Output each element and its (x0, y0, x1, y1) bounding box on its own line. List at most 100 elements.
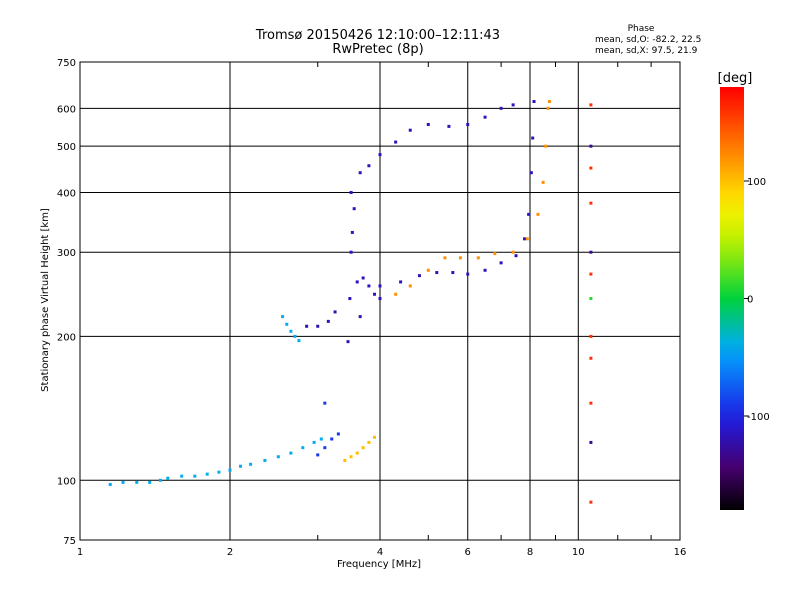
echo-point (323, 401, 327, 405)
echo-point (547, 100, 551, 104)
echo-point (158, 478, 162, 482)
echo-point (305, 324, 309, 328)
echo-point (355, 280, 359, 284)
echo-point (514, 254, 518, 258)
echo-point (378, 284, 382, 288)
echo-point (529, 171, 533, 175)
echo-point (511, 250, 515, 254)
echo-point (285, 322, 289, 326)
echo-point (297, 339, 301, 343)
echo-point (301, 446, 305, 450)
echo-point (589, 334, 593, 338)
y-tick-label: 600 (57, 104, 76, 115)
echo-point (589, 166, 593, 170)
echo-point (343, 458, 347, 462)
colorbar-tick-label: 100 (747, 177, 766, 188)
echo-point (121, 480, 125, 484)
x-tick-label: 10 (572, 547, 585, 558)
echo-point (525, 237, 529, 241)
echo-point (499, 106, 503, 110)
echo-point (408, 128, 412, 132)
x-tick-label: 8 (527, 547, 533, 558)
echo-point (361, 276, 365, 280)
echo-point (373, 435, 377, 439)
echo-point (493, 252, 497, 256)
y-tick-label: 500 (57, 142, 76, 153)
echo-point (451, 271, 455, 275)
echo-point (349, 455, 353, 459)
chart-title: Tromsø 20150426 12:10:00–12:11:43 (255, 28, 500, 43)
echo-point (346, 340, 350, 344)
x-tick-label: 1 (77, 547, 83, 558)
echo-point (499, 261, 503, 265)
echo-point (511, 103, 515, 107)
echo-point (323, 446, 327, 450)
echo-point (589, 440, 593, 444)
echo-point (373, 292, 377, 296)
echo-point (589, 201, 593, 205)
echo-point (205, 472, 209, 476)
echo-point (293, 334, 297, 338)
echo-point (531, 136, 535, 140)
echo-point (316, 324, 320, 328)
echo-point (289, 451, 293, 455)
echo-point (426, 123, 430, 127)
echo-point (394, 292, 398, 296)
y-tick-label: 200 (57, 332, 76, 343)
echo-point (589, 297, 593, 301)
echo-point (348, 297, 352, 301)
echo-point (458, 256, 462, 260)
echo-point (358, 315, 362, 319)
echo-point (476, 256, 480, 260)
echo-point (367, 440, 371, 444)
echo-point (417, 274, 421, 278)
echo-point (589, 272, 593, 276)
echo-point (483, 268, 487, 272)
echo-point (394, 140, 398, 144)
echo-point (399, 280, 403, 284)
y-axis-label: Stationary phase Virtual Height [km] (40, 208, 51, 392)
echo-point (148, 480, 152, 484)
echo-point (527, 212, 531, 216)
echo-point (466, 272, 470, 276)
echo-point (249, 462, 253, 466)
echo-point (228, 468, 232, 472)
echo-point (532, 100, 536, 104)
echo-point (193, 474, 197, 478)
echo-point (330, 437, 334, 441)
echo-point (536, 212, 540, 216)
echo-point (312, 440, 316, 444)
y-tick-label: 75 (63, 536, 76, 547)
echo-point (589, 356, 593, 360)
echo-point (108, 482, 112, 486)
echo-point (333, 310, 337, 314)
y-tick-label: 400 (57, 188, 76, 199)
echo-point (166, 476, 170, 480)
x-axis-label: Frequency [MHz] (337, 559, 421, 570)
chart-subtitle: RwPretec (8p) (332, 42, 423, 57)
colorbar-tick-label: -100 (747, 412, 770, 423)
phase-stats-x: mean, sd,X: 97.5, 21.9 (595, 46, 698, 56)
echo-point (361, 446, 365, 450)
echo-point (589, 103, 593, 107)
echo-point (483, 115, 487, 119)
echo-point (289, 329, 293, 333)
echo-point (180, 474, 184, 478)
y-tick-label: 750 (57, 58, 76, 69)
echo-point (435, 271, 439, 275)
echo-point (281, 315, 285, 319)
echo-point (352, 207, 356, 211)
colorbar-tick-label: 0 (747, 295, 753, 306)
y-tick-label: 100 (57, 476, 76, 487)
x-tick-label: 6 (465, 547, 471, 558)
phase-stats-heading: Phase (628, 24, 655, 34)
echo-point (589, 250, 593, 254)
echo-point (367, 164, 371, 168)
echo-point (589, 401, 593, 405)
echo-point (443, 256, 447, 260)
y-tick-label: 300 (57, 248, 76, 259)
x-tick-label: 2 (227, 547, 233, 558)
echo-point (263, 458, 267, 462)
echo-point (350, 230, 354, 234)
echo-point (408, 284, 412, 288)
